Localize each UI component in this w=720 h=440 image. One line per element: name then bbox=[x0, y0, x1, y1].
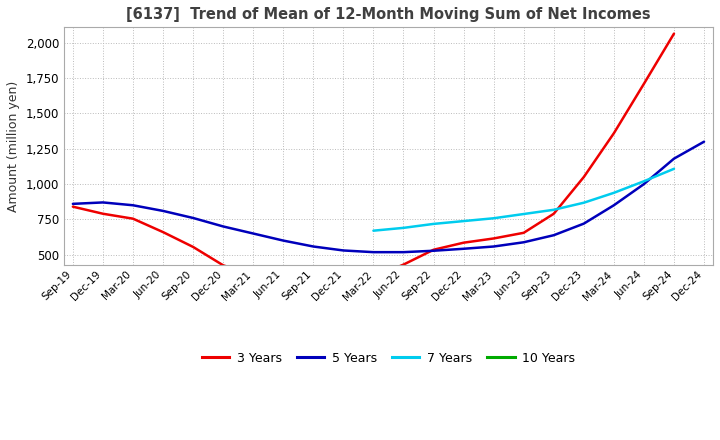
3 Years bbox=[549, 211, 558, 216]
3 Years bbox=[339, 280, 348, 286]
3 Years bbox=[158, 230, 167, 235]
3 Years bbox=[189, 244, 197, 249]
3 Years bbox=[129, 216, 138, 221]
5 Years bbox=[129, 203, 138, 208]
7 Years bbox=[639, 179, 648, 184]
3 Years bbox=[459, 240, 468, 246]
3 Years bbox=[610, 131, 618, 136]
5 Years bbox=[429, 248, 438, 253]
7 Years bbox=[580, 200, 588, 205]
3 Years bbox=[279, 279, 287, 284]
3 Years bbox=[639, 81, 648, 86]
5 Years bbox=[580, 221, 588, 226]
3 Years bbox=[219, 263, 228, 268]
7 Years bbox=[670, 166, 678, 172]
Line: 5 Years: 5 Years bbox=[73, 142, 704, 252]
5 Years bbox=[309, 244, 318, 249]
3 Years bbox=[399, 262, 408, 267]
5 Years bbox=[279, 238, 287, 243]
5 Years bbox=[700, 139, 708, 144]
7 Years bbox=[490, 216, 498, 221]
5 Years bbox=[68, 201, 77, 206]
5 Years bbox=[369, 249, 378, 255]
7 Years bbox=[369, 228, 378, 233]
7 Years bbox=[429, 221, 438, 227]
5 Years bbox=[219, 224, 228, 229]
3 Years bbox=[369, 275, 378, 280]
3 Years bbox=[309, 282, 318, 288]
5 Years bbox=[490, 244, 498, 249]
7 Years bbox=[610, 190, 618, 195]
5 Years bbox=[339, 248, 348, 253]
5 Years bbox=[519, 240, 528, 245]
3 Years bbox=[519, 230, 528, 235]
7 Years bbox=[399, 225, 408, 231]
Legend: 3 Years, 5 Years, 7 Years, 10 Years: 3 Years, 5 Years, 7 Years, 10 Years bbox=[197, 347, 580, 370]
5 Years bbox=[158, 208, 167, 213]
3 Years bbox=[580, 174, 588, 180]
5 Years bbox=[639, 181, 648, 187]
5 Years bbox=[549, 233, 558, 238]
7 Years bbox=[519, 211, 528, 216]
3 Years bbox=[68, 204, 77, 209]
3 Years bbox=[429, 247, 438, 253]
5 Years bbox=[610, 203, 618, 208]
5 Years bbox=[99, 200, 107, 205]
Y-axis label: Amount (million yen): Amount (million yen) bbox=[7, 81, 20, 212]
3 Years bbox=[99, 211, 107, 216]
7 Years bbox=[549, 207, 558, 213]
7 Years bbox=[459, 218, 468, 224]
5 Years bbox=[459, 246, 468, 251]
Line: 3 Years: 3 Years bbox=[73, 33, 674, 285]
3 Years bbox=[249, 272, 258, 278]
3 Years bbox=[490, 236, 498, 241]
5 Years bbox=[249, 231, 258, 236]
5 Years bbox=[670, 156, 678, 161]
Title: [6137]  Trend of Mean of 12-Month Moving Sum of Net Incomes: [6137] Trend of Mean of 12-Month Moving … bbox=[126, 7, 651, 22]
Line: 7 Years: 7 Years bbox=[374, 169, 674, 231]
5 Years bbox=[399, 249, 408, 255]
3 Years bbox=[670, 31, 678, 36]
5 Years bbox=[189, 215, 197, 220]
